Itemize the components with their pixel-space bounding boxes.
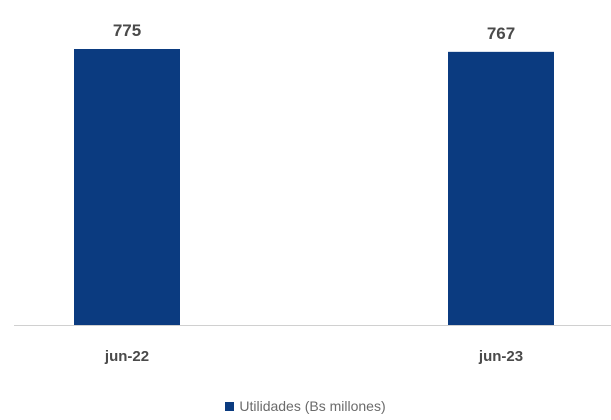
bar-jun-22 [74,49,180,325]
x-tick-label-jun-23: jun-23 [478,348,523,365]
legend: Utilidades (Bs millones) [0,398,611,414]
legend-label: Utilidades (Bs millones) [239,398,386,414]
data-label-jun-23: 767 [487,24,515,43]
chart-marks: 775 jun-22 767 jun-23 [14,21,611,365]
data-label-jun-22: 775 [113,21,141,40]
bar-jun-23 [448,51,554,326]
bar-chart: 775 jun-22 767 jun-23 [14,21,611,365]
x-tick-label-jun-22: jun-22 [104,348,149,365]
legend-swatch [225,402,235,411]
